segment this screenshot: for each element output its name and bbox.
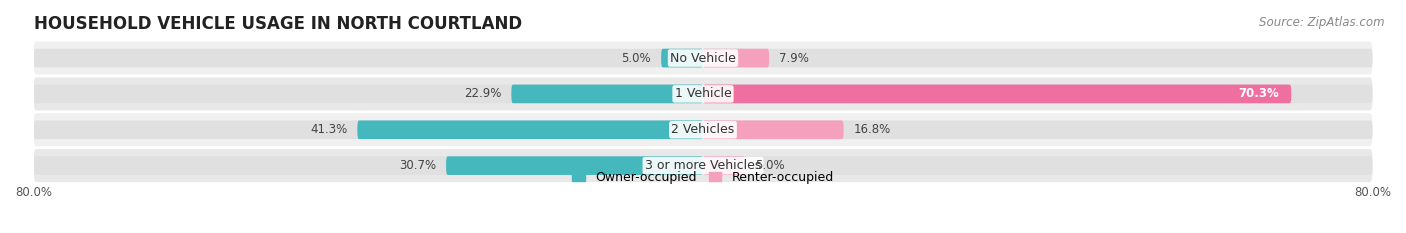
FancyBboxPatch shape	[512, 85, 703, 103]
FancyBboxPatch shape	[446, 156, 703, 175]
FancyBboxPatch shape	[34, 149, 1372, 182]
Text: 22.9%: 22.9%	[464, 87, 502, 100]
FancyBboxPatch shape	[703, 156, 745, 175]
FancyBboxPatch shape	[34, 156, 1372, 175]
Text: 5.0%: 5.0%	[621, 51, 651, 65]
Legend: Owner-occupied, Renter-occupied: Owner-occupied, Renter-occupied	[568, 166, 838, 189]
Text: 7.9%: 7.9%	[779, 51, 808, 65]
FancyBboxPatch shape	[34, 85, 1372, 103]
FancyBboxPatch shape	[661, 49, 703, 67]
Text: 1 Vehicle: 1 Vehicle	[675, 87, 731, 100]
Text: HOUSEHOLD VEHICLE USAGE IN NORTH COURTLAND: HOUSEHOLD VEHICLE USAGE IN NORTH COURTLA…	[34, 15, 522, 33]
FancyBboxPatch shape	[34, 41, 1372, 75]
Text: 70.3%: 70.3%	[1239, 87, 1279, 100]
FancyBboxPatch shape	[34, 49, 1372, 67]
Text: Source: ZipAtlas.com: Source: ZipAtlas.com	[1260, 16, 1385, 29]
Text: 5.0%: 5.0%	[755, 159, 785, 172]
FancyBboxPatch shape	[703, 120, 844, 139]
Text: 2 Vehicles: 2 Vehicles	[672, 123, 734, 136]
Text: No Vehicle: No Vehicle	[671, 51, 735, 65]
FancyBboxPatch shape	[34, 120, 1372, 139]
Text: 41.3%: 41.3%	[311, 123, 347, 136]
Text: 30.7%: 30.7%	[399, 159, 436, 172]
Text: 16.8%: 16.8%	[853, 123, 891, 136]
FancyBboxPatch shape	[703, 49, 769, 67]
FancyBboxPatch shape	[703, 85, 1291, 103]
FancyBboxPatch shape	[34, 113, 1372, 146]
FancyBboxPatch shape	[34, 77, 1372, 110]
FancyBboxPatch shape	[357, 120, 703, 139]
Text: 3 or more Vehicles: 3 or more Vehicles	[645, 159, 761, 172]
